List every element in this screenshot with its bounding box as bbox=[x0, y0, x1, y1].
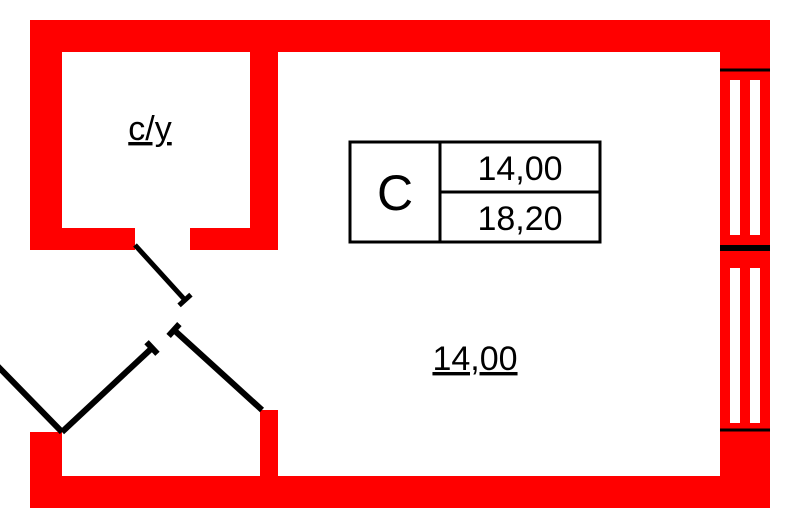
room-type: С bbox=[377, 165, 413, 221]
area-total: 18,20 bbox=[477, 200, 562, 238]
bathroom-label: с/у bbox=[128, 110, 171, 148]
room-area-label: 14,00 bbox=[432, 340, 517, 378]
floorplan-svg: с/у С 14,00 18,20 14,00 bbox=[0, 0, 800, 520]
area-living: 14,00 bbox=[477, 150, 562, 188]
